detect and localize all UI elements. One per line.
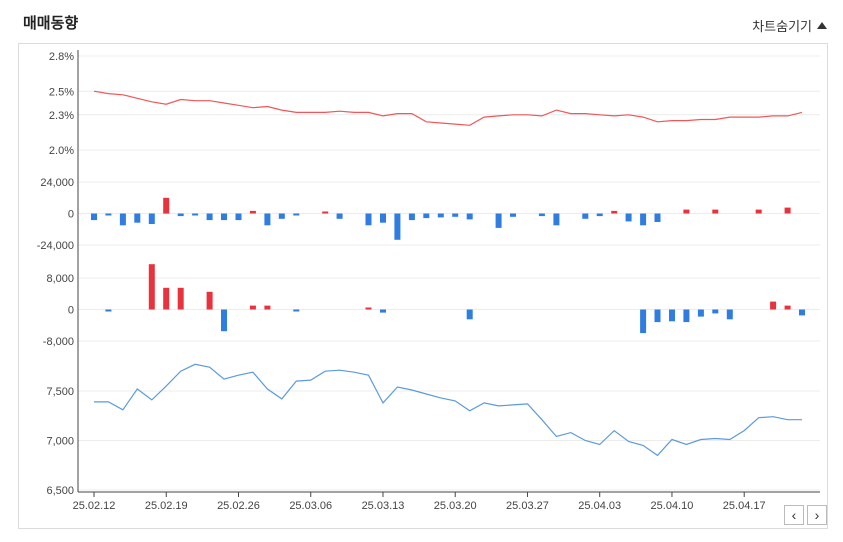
bar [322, 211, 329, 214]
bar [177, 287, 184, 310]
y-tick-label: 7,500 [46, 386, 74, 398]
bar [423, 213, 430, 219]
triangle-up-icon [817, 22, 827, 29]
y-tick-label: 24,000 [40, 177, 74, 189]
bar [712, 309, 719, 314]
bar [249, 210, 256, 214]
bar [437, 213, 444, 218]
bar [452, 213, 459, 217]
bar [264, 213, 271, 226]
bar [697, 309, 704, 317]
bar [293, 309, 300, 312]
bar [336, 213, 343, 219]
bar [611, 210, 618, 214]
x-tick-label: 25.03.13 [362, 500, 405, 512]
x-tick-label: 25.02.19 [145, 500, 188, 512]
y-tick-label: 0 [68, 305, 74, 317]
next-button[interactable]: › [807, 505, 827, 525]
x-tick-label: 25.04.17 [723, 500, 766, 512]
bar [119, 213, 126, 226]
bar [91, 213, 97, 221]
bar [163, 287, 170, 310]
y-tick-label: 2.0% [49, 145, 74, 157]
bar [380, 213, 386, 223]
bar [582, 213, 589, 219]
bar [683, 209, 690, 214]
x-tick-label: 25.02.12 [73, 500, 116, 512]
bar [206, 213, 213, 221]
bar [192, 213, 199, 216]
bar [221, 213, 227, 221]
x-tick-label: 25.03.27 [506, 500, 549, 512]
bar [105, 213, 112, 216]
y-tick-label: 7,000 [46, 436, 74, 448]
bar [278, 213, 285, 219]
bar [148, 213, 155, 224]
bar [466, 213, 473, 220]
x-tick-label: 25.03.06 [289, 500, 332, 512]
bar [235, 213, 242, 221]
bar [221, 309, 227, 332]
bar [683, 309, 690, 323]
bar [466, 309, 473, 320]
bar [640, 213, 647, 226]
bar [625, 213, 632, 222]
bar [163, 197, 170, 214]
bar [755, 209, 762, 214]
bar [264, 305, 271, 310]
y-tick-label: 8,000 [46, 273, 74, 285]
bar [177, 213, 184, 217]
x-tick-label: 25.04.10 [651, 500, 694, 512]
bar [249, 305, 256, 310]
bar [770, 301, 777, 310]
hide-chart-toggle[interactable]: 차트숨기기 [752, 16, 827, 35]
bar [380, 309, 386, 313]
bar [365, 213, 372, 226]
rate-line [93, 90, 803, 126]
chevron-left-icon: ‹ [791, 507, 797, 523]
y-tick-label: 6,500 [46, 485, 74, 497]
bar [394, 213, 401, 240]
bar [654, 213, 661, 222]
chevron-right-icon: › [814, 507, 820, 523]
x-tick-label: 25.04.03 [578, 500, 621, 512]
y-tick-label: 2.5% [49, 86, 74, 98]
bar [105, 309, 112, 312]
bar [712, 209, 719, 214]
page-title: 매매동향 [23, 15, 79, 32]
y-tick-label: 0 [68, 209, 74, 221]
bar [784, 207, 791, 214]
prev-button[interactable]: ‹ [784, 505, 804, 525]
bar [148, 264, 155, 310]
y-tick-label: 2.8% [49, 51, 74, 63]
bar [669, 309, 675, 322]
bar [206, 291, 213, 310]
price-line [94, 363, 802, 457]
bar [553, 213, 560, 226]
y-tick-label: -8,000 [43, 336, 74, 348]
bar [510, 213, 516, 217]
bar [640, 309, 647, 334]
bar [293, 213, 300, 216]
bar [538, 213, 545, 217]
bar [654, 309, 661, 323]
y-tick-label: 2.3% [49, 110, 74, 122]
bar [495, 213, 502, 228]
bar [408, 213, 415, 221]
bar [784, 305, 791, 310]
bar [799, 309, 805, 316]
chart-frame [18, 43, 828, 529]
x-tick-label: 25.03.20 [434, 500, 477, 512]
hide-chart-label: 차트숨기기 [752, 19, 812, 34]
x-tick-label: 25.02.26 [217, 500, 260, 512]
y-tick-label: -24,000 [37, 240, 74, 252]
bar [365, 307, 372, 310]
bar [596, 213, 603, 217]
bar [726, 309, 733, 320]
bar [134, 213, 141, 223]
